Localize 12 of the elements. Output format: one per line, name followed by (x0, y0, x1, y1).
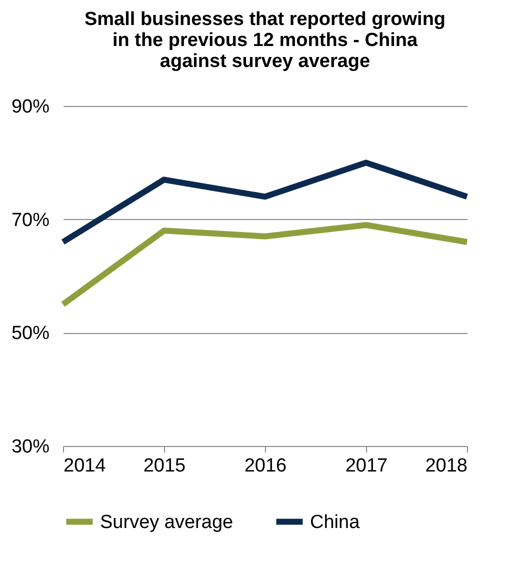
chart-title: Small businesses that reported growing in the previous 12 months - China against survey average (84, 9, 446, 72)
y-tick-label: 70% (11, 210, 50, 231)
y-tick-label: 50% (11, 323, 50, 344)
x-tick-label: 2014 (64, 456, 106, 476)
x-tick-label: 2015 (143, 456, 186, 476)
x-tick-label: 2016 (244, 456, 287, 476)
y-tick-label: 90% (11, 96, 50, 118)
y-tick-label: 30% (11, 436, 50, 458)
x-tick-label: 2018 (425, 456, 468, 476)
x-tick-label: 2017 (345, 456, 388, 476)
legend-label: China (310, 512, 360, 533)
legend-label: Survey average (100, 512, 234, 533)
